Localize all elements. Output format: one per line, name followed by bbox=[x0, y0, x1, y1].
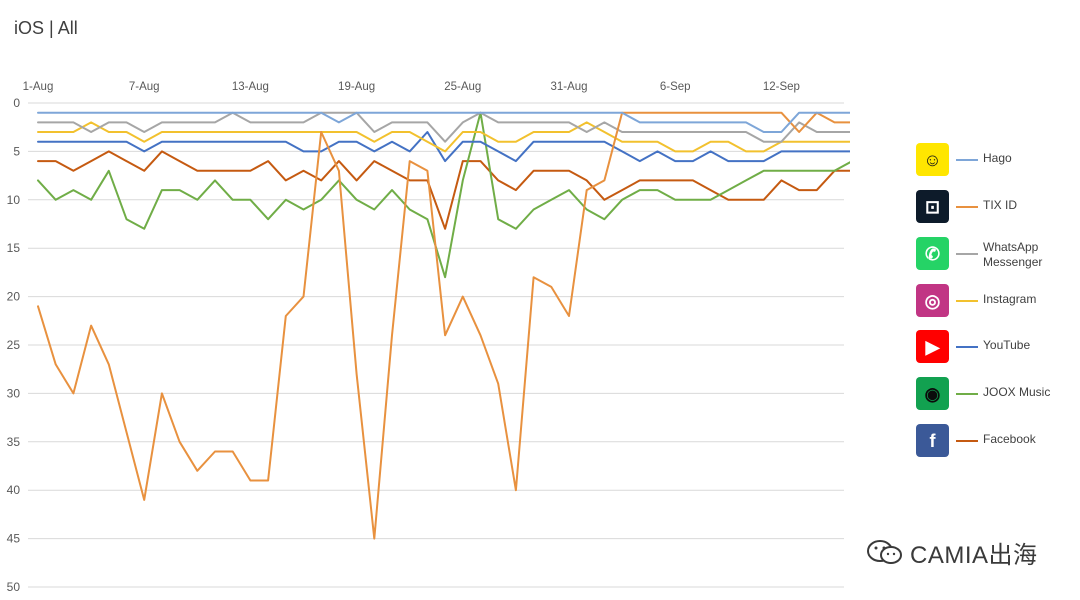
line-chart: 0 5 10 15 20 25 30 35 40 45 50 1-Aug 7-Aug 13-Aug 19-… bbox=[7, 81, 850, 594]
legend-label: Instagram bbox=[983, 292, 1037, 306]
legend-item: ⊡ TIX ID bbox=[916, 190, 1066, 224]
legend-label: TIX ID bbox=[983, 198, 1018, 212]
y-tick-label: 15 bbox=[7, 241, 21, 255]
legend-label: YouTube bbox=[983, 338, 1031, 352]
series-line-whatsapp bbox=[37, 111, 850, 143]
legend-swatch bbox=[956, 253, 978, 255]
legend-label: WhatsApp Messenger bbox=[983, 240, 1043, 269]
joox-music-icon: ◉ bbox=[916, 377, 949, 410]
y-tick-label: 30 bbox=[7, 386, 21, 400]
gridlines bbox=[28, 102, 844, 588]
x-tick-label: 1-Aug bbox=[23, 81, 54, 93]
x-tick-label: 12-Sep bbox=[763, 81, 800, 93]
series-line-tix-id bbox=[37, 111, 850, 540]
legend-item: ▶ YouTube bbox=[916, 330, 1066, 364]
series-line-joox-music bbox=[37, 111, 850, 279]
series-line-instagram bbox=[37, 121, 850, 153]
legend-item: ☺ Hago bbox=[916, 143, 1066, 177]
chart-title: iOS | All bbox=[14, 18, 78, 38]
y-tick-label: 10 bbox=[7, 193, 21, 207]
y-tick-label: 40 bbox=[7, 483, 21, 497]
legend-label: Hago bbox=[983, 151, 1012, 165]
x-tick-label: 6-Sep bbox=[660, 81, 691, 93]
legend-item: ◎ Instagram bbox=[916, 284, 1066, 318]
legend-item: f Facebook bbox=[916, 424, 1066, 458]
y-tick-label: 35 bbox=[7, 435, 21, 449]
tix-id-icon: ⊡ bbox=[916, 190, 949, 223]
x-tick-label: 13-Aug bbox=[232, 81, 269, 93]
x-tick-label: 25-Aug bbox=[444, 81, 481, 93]
legend-swatch bbox=[956, 440, 978, 442]
series-line-hago bbox=[37, 111, 850, 133]
legend-label: JOOX Music bbox=[983, 385, 1051, 399]
y-tick-label: 50 bbox=[7, 580, 21, 594]
series-line-youtube bbox=[37, 131, 850, 163]
instagram-icon: ◎ bbox=[916, 284, 949, 317]
legend-item: ◉ JOOX Music bbox=[916, 377, 1066, 411]
y-tick-label: 0 bbox=[13, 96, 20, 110]
hago-icon: ☺ bbox=[916, 143, 949, 176]
legend-swatch bbox=[956, 206, 978, 208]
x-tick-label: 31-Aug bbox=[550, 81, 587, 93]
y-tick-label: 5 bbox=[13, 144, 20, 158]
y-tick-label: 45 bbox=[7, 532, 21, 546]
x-tick-label: 7-Aug bbox=[129, 81, 160, 93]
legend-item: ✆ WhatsApp Messenger bbox=[916, 237, 1066, 271]
whatsapp-icon: ✆ bbox=[916, 237, 949, 270]
legend-swatch bbox=[956, 159, 978, 161]
legend-swatch bbox=[956, 300, 978, 302]
watermark: CAMIA出海 bbox=[866, 537, 1038, 569]
legend-label: Facebook bbox=[983, 432, 1036, 446]
facebook-icon: f bbox=[916, 424, 949, 457]
y-axis-tick-labels: 0 5 10 15 20 25 30 35 40 45 50 bbox=[7, 96, 21, 594]
youtube-icon: ▶ bbox=[916, 330, 949, 363]
series-lines bbox=[37, 111, 850, 540]
legend-swatch bbox=[956, 346, 978, 348]
series-line-facebook bbox=[37, 150, 850, 230]
x-axis-tick-labels: 1-Aug 7-Aug 13-Aug 19-Aug 25-Aug 31-Aug 6-Sep 1… bbox=[23, 81, 800, 93]
legend-swatch bbox=[956, 393, 978, 395]
y-tick-label: 20 bbox=[7, 290, 21, 304]
watermark-text: CAMIA出海 bbox=[910, 541, 1038, 569]
x-tick-label: 19-Aug bbox=[338, 81, 375, 93]
wechat-icon bbox=[866, 539, 904, 565]
y-tick-label: 25 bbox=[7, 338, 21, 352]
